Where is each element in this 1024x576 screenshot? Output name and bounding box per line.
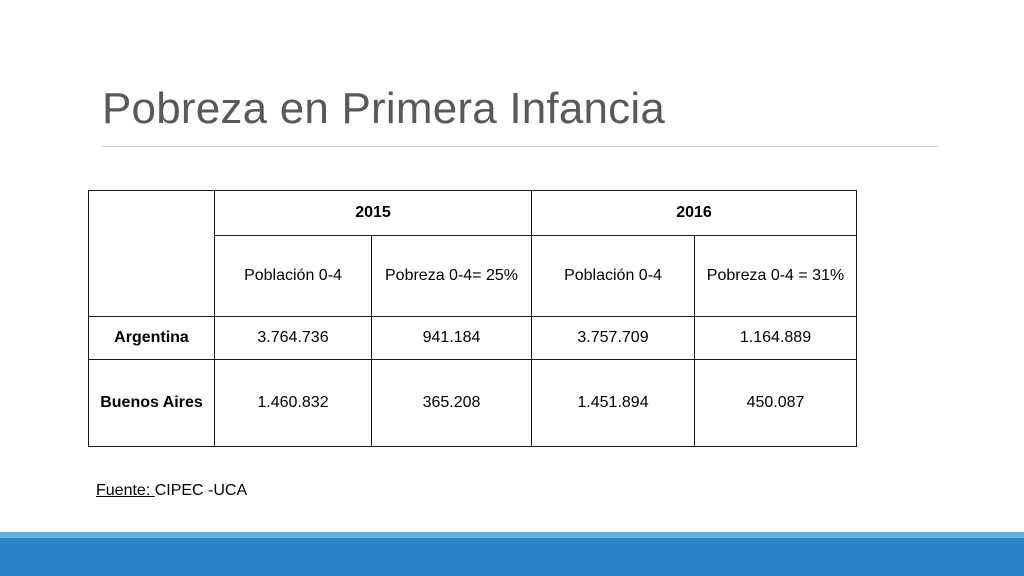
year-header-2015: 2015: [214, 190, 532, 236]
subheader-cell: Población 0-4: [214, 235, 372, 317]
footer-band-dark: [0, 538, 1024, 576]
table-cell: 1.460.832: [214, 359, 372, 447]
table-cell: 365.208: [371, 359, 532, 447]
slide-title: Pobreza en Primera Infancia: [102, 84, 666, 133]
source-text: CIPEC -UCA: [154, 482, 248, 499]
table-cell: 1.451.894: [531, 359, 695, 447]
table-header-row: 2015 2016: [88, 190, 857, 317]
table-cell: 450.087: [694, 359, 857, 447]
subheader-cell: Población 0-4: [531, 235, 695, 317]
table-cell: 3.757.709: [531, 316, 695, 360]
row-label: Argentina: [88, 316, 215, 360]
footer-band-light: [0, 532, 1024, 538]
title-divider: [102, 146, 938, 147]
year-header-2016: 2016: [531, 190, 857, 236]
source-label: Fuente:: [96, 482, 155, 499]
source-note: Fuente: CIPEC -UCA: [96, 482, 247, 500]
row-label: Buenos Aires: [88, 359, 215, 447]
subheader-cell: Pobreza 0-4 = 31%: [694, 235, 857, 317]
table-row: Buenos Aires 1.460.832 365.208 1.451.894…: [88, 359, 857, 447]
subheader-cell: Pobreza 0-4= 25%: [371, 235, 532, 317]
table-cell: 941.184: [371, 316, 532, 360]
table-cell: 1.164.889: [694, 316, 857, 360]
table-row: Argentina 3.764.736 941.184 3.757.709 1.…: [88, 316, 857, 360]
table-subheader-row: Población 0-4 Pobreza 0-4= 25% Población…: [89, 235, 857, 317]
poverty-table: 2015 2016 Población 0-4 Pobreza 0-4= 25%…: [88, 190, 857, 447]
table-corner-cell: [88, 190, 215, 317]
table-cell: 3.764.736: [214, 316, 372, 360]
